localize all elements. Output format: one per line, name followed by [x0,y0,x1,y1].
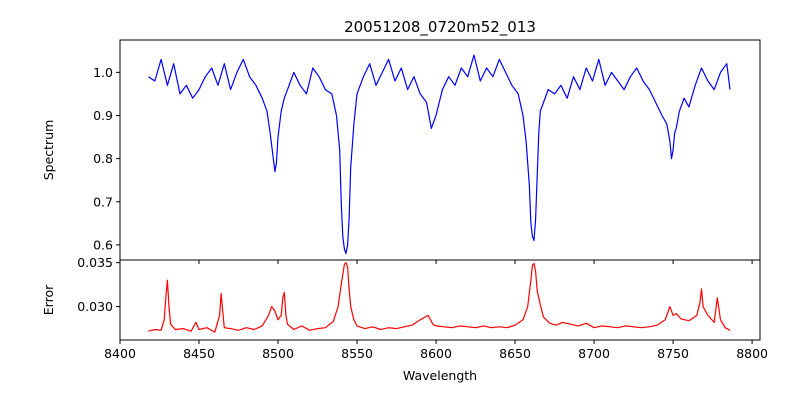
error-x-ticks: 8400 8450 8500 8550 8600 8650 8700 8750 8800 [104,340,768,361]
x-tick-label: 8700 [578,346,610,361]
x-tick-label: 8550 [341,346,373,361]
error-series-group [148,262,731,333]
spectrum-y-tick-label: 0.9 [93,108,113,123]
error-series-line [148,262,731,333]
spectrum-y-tick-label: 1.0 [93,65,113,80]
error-panel-frame [119,259,761,341]
spectrum-y-tick-label: 0.8 [93,151,113,166]
spectrum-y-ticks: 0.6 0.7 0.8 0.9 1.0 [93,65,120,252]
x-tick-label: 8800 [736,346,768,361]
spectrum-series-group [148,54,731,255]
spectrum-y-axis-label: Spectrum [41,120,56,181]
spectrum-y-tick-label: 0.6 [93,237,113,252]
spectrum-x-ticks [119,260,753,264]
error-y-ticks: 0.030 0.035 [77,255,120,314]
x-tick-label: 8500 [262,346,294,361]
x-tick-label: 8400 [104,346,136,361]
spectrum-series-line [148,54,731,255]
error-y-tick-label: 0.030 [77,299,113,314]
x-tick-label: 8750 [657,346,689,361]
error-y-tick-label: 0.035 [77,255,113,270]
x-tick-label: 8450 [183,346,215,361]
chart-title: 20051208_0720m52_013 [344,18,536,37]
spectrum-y-tick-label: 0.7 [93,194,113,209]
error-y-axis-label: Error [41,284,56,315]
x-tick-label: 8600 [420,346,452,361]
x-tick-label: 8650 [499,346,531,361]
x-axis-label: Wavelength [403,368,477,383]
